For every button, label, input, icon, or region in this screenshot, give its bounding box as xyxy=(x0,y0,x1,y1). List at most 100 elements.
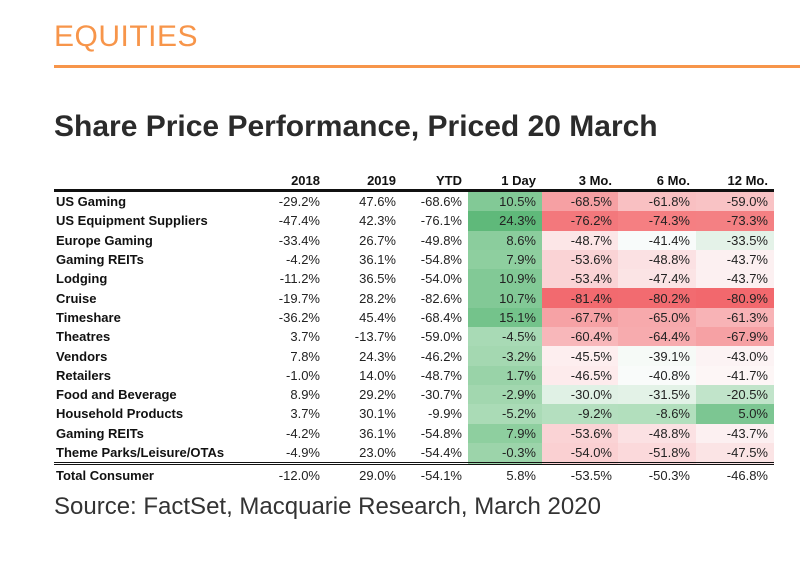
column-header: 12 Mo. xyxy=(727,172,768,188)
table-cell: -74.3% xyxy=(618,211,696,231)
table-cell: -65.0% xyxy=(618,307,696,328)
row-label: Household Products xyxy=(56,406,184,422)
table-cell: -53.6% xyxy=(542,423,618,443)
table-cell: -4.5% xyxy=(468,327,542,347)
table-cell: 47.6% xyxy=(359,194,396,210)
row-label: Europe Gaming xyxy=(56,232,153,248)
table-cell: -54.0% xyxy=(420,271,462,287)
table-cell: -46.8% xyxy=(726,467,768,483)
table-cell: -46.2% xyxy=(420,348,462,364)
table-cell: -49.8% xyxy=(420,232,462,248)
column-header xyxy=(54,172,252,191)
table-cell: -41.7% xyxy=(696,365,774,385)
table-cell: -1.0% xyxy=(286,367,320,383)
row-label: Gaming REITs xyxy=(56,425,144,441)
row-label: Food and Beverage xyxy=(56,387,177,403)
table-row: Europe Gaming -33.4% 26.7% -49.8% 8.6% -48.7%… xyxy=(54,230,774,250)
table-cell: -4.9% xyxy=(286,445,320,460)
table-cell: 10.9% xyxy=(468,269,542,289)
table-cell: -33.5% xyxy=(696,230,774,250)
row-label: Total Consumer xyxy=(56,467,154,483)
table-cell: 3.7% xyxy=(290,329,320,345)
table-cell: 36.1% xyxy=(359,425,396,441)
table-cell: -13.7% xyxy=(354,329,396,345)
table-cell: -30.7% xyxy=(420,387,462,403)
table-cell: -60.4% xyxy=(542,327,618,347)
table-cell: -54.4% xyxy=(420,445,462,460)
table-cell: -81.4% xyxy=(542,288,618,308)
table-cell: -43.0% xyxy=(696,346,774,366)
table-cell: -36.2% xyxy=(278,309,320,325)
row-label: Retailers xyxy=(56,367,111,383)
table-cell: -61.3% xyxy=(696,307,774,328)
table-cell: -3.2% xyxy=(468,346,542,366)
table-cell: -67.7% xyxy=(542,307,618,328)
table-cell: -48.8% xyxy=(618,423,696,443)
table-cell: 7.8% xyxy=(290,348,320,364)
table-cell: -67.9% xyxy=(696,327,774,347)
table-row: Theatres 3.7% -13.7% -59.0% -4.5% -60.4% -64.4… xyxy=(54,327,774,347)
table-cell: -48.7% xyxy=(420,367,462,383)
table-cell: -68.6% xyxy=(420,194,462,210)
table-cell: -51.8% xyxy=(618,442,696,464)
table-cell: -31.5% xyxy=(618,384,696,405)
table-cell: 36.1% xyxy=(359,252,396,268)
table-cell: 10.5% xyxy=(468,190,542,212)
table-cell: 5.8% xyxy=(506,467,536,483)
table-cell: 15.1% xyxy=(468,307,542,328)
table-cell: -0.3% xyxy=(468,442,542,464)
table-cell: -19.7% xyxy=(278,290,320,306)
column-header: 6 Mo. xyxy=(656,172,690,188)
table-cell: 10.7% xyxy=(468,288,542,308)
row-label: Theatres xyxy=(56,329,111,345)
table-cell: 14.0% xyxy=(359,367,396,383)
table-row: Gaming REITs -4.2% 36.1% -54.8% 7.9% -53.6% -4… xyxy=(54,423,774,443)
table-cell: 42.3% xyxy=(359,213,396,229)
table-cell: -4.2% xyxy=(286,425,320,441)
table-row: Theme Parks/Leisure/OTAs -4.9% 23.0% -54.4%… xyxy=(54,442,774,464)
table-cell: -59.0% xyxy=(696,190,774,212)
table-cell: -59.0% xyxy=(420,329,462,345)
table-cell: 1.7% xyxy=(468,365,542,385)
table-cell: -80.2% xyxy=(618,288,696,308)
table-cell: -20.5% xyxy=(696,384,774,405)
table-cell: 7.9% xyxy=(468,249,542,270)
table-cell: -64.4% xyxy=(618,327,696,347)
table-cell: -43.7% xyxy=(696,269,774,289)
row-label: US Gaming xyxy=(56,194,127,210)
table-cell: 26.7% xyxy=(359,232,396,248)
table-cell: 24.3% xyxy=(468,211,542,231)
table-cell: -4.2% xyxy=(286,252,320,268)
table-cell: -30.0% xyxy=(542,384,618,405)
table-row: US Gaming -29.2% 47.6% -68.6% 10.5% -68.5% -61… xyxy=(54,190,774,212)
table-cell: -73.3% xyxy=(696,211,774,231)
table-cell: -54.8% xyxy=(420,252,462,268)
table-cell: -47.4% xyxy=(278,213,320,229)
table-cell: -82.6% xyxy=(420,290,462,306)
table-cell: -48.7% xyxy=(542,230,618,250)
table-cell: 7.9% xyxy=(468,423,542,443)
column-header: 1 Day xyxy=(501,172,536,188)
table-header-row: 2018 2019 YTD 1 Day 3 Mo. 6 Mo. 12 Mo. xyxy=(54,172,774,191)
source-note: Source: FactSet, Macquarie Research, Mar… xyxy=(54,493,601,520)
table-cell: -68.4% xyxy=(420,309,462,325)
table-cell: -53.5% xyxy=(570,467,612,483)
table-cell: -40.8% xyxy=(618,365,696,385)
table-cell: -68.5% xyxy=(542,190,618,212)
table-cell: -43.7% xyxy=(696,423,774,443)
performance-table: 2018 2019 YTD 1 Day 3 Mo. 6 Mo. 12 Mo. U… xyxy=(54,172,774,485)
table-cell: 8.9% xyxy=(290,387,320,403)
table-row: Vendors 7.8% 24.3% -46.2% -3.2% -45.5% -39.1% -… xyxy=(54,346,774,366)
table-row: US Equipment Suppliers -47.4% 42.3% -76.1% 2… xyxy=(54,211,774,231)
table-cell: -61.8% xyxy=(618,190,696,212)
row-label: Gaming REITs xyxy=(56,252,144,268)
row-label: Lodging xyxy=(56,271,108,287)
table-cell: -43.7% xyxy=(696,249,774,270)
table-cell: 29.2% xyxy=(359,387,396,403)
table-cell: -41.4% xyxy=(618,230,696,250)
table-cell: 5.0% xyxy=(696,404,774,424)
table-cell: -9.2% xyxy=(542,404,618,424)
table-cell: 29.0% xyxy=(359,467,396,483)
table-row: Household Products 3.7% 30.1% -9.9% -5.2% -9.… xyxy=(54,404,774,424)
table-row: Gaming REITs -4.2% 36.1% -54.8% 7.9% -53.6% -4… xyxy=(54,249,774,270)
